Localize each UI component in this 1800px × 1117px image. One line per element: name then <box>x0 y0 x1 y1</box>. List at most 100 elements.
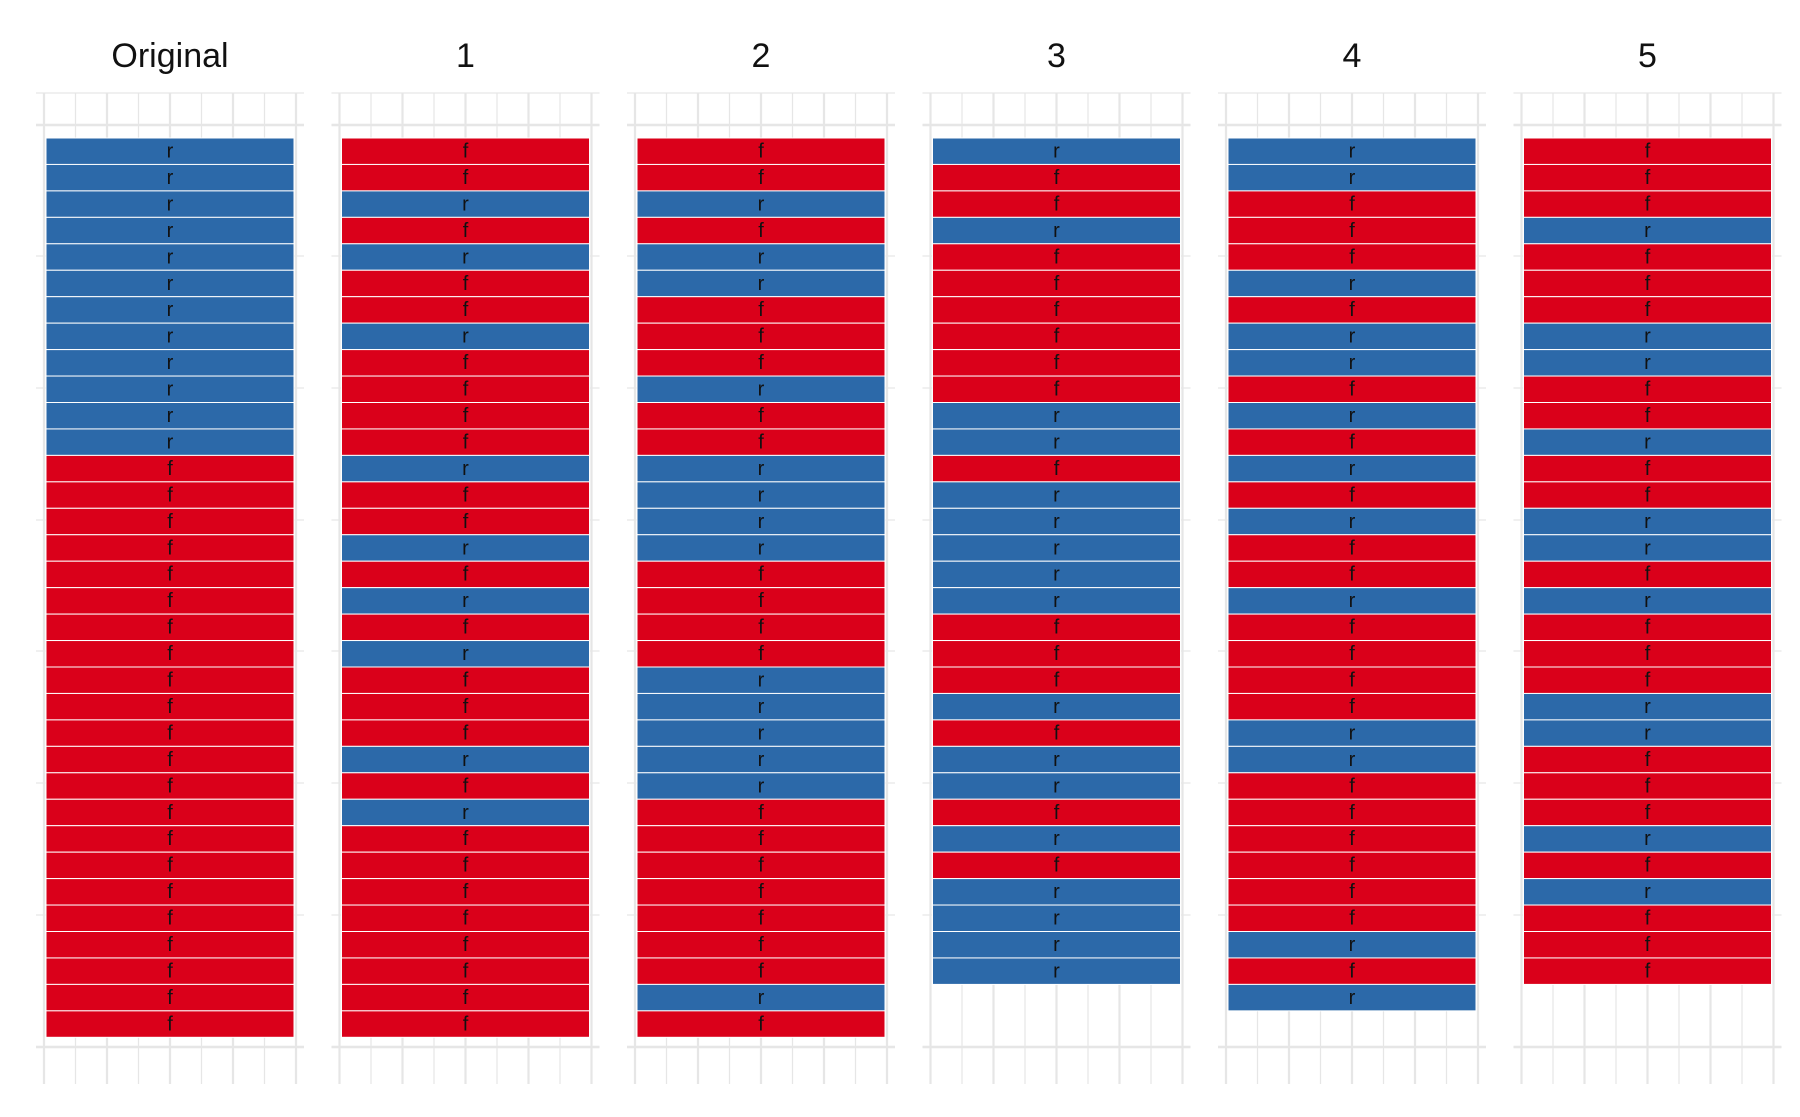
cell-label: f <box>1645 299 1651 321</box>
cell-f <box>932 375 1181 403</box>
cell-f <box>341 666 590 694</box>
cell-f <box>636 904 886 932</box>
cell-label: r <box>758 775 765 797</box>
cell-label: f <box>758 564 764 586</box>
cell-label: f <box>167 855 173 877</box>
cell-r <box>636 772 886 800</box>
cell-label: f <box>758 405 764 427</box>
cell-f <box>341 719 590 747</box>
cell-label: r <box>462 643 469 665</box>
cell-f <box>1227 216 1477 245</box>
cell-r <box>1227 983 1477 1012</box>
cell-label: f <box>758 960 764 982</box>
cell-label: f <box>1349 299 1355 321</box>
cell-label: r <box>758 246 765 268</box>
cell-label: f <box>1054 273 1060 295</box>
cell-label: f <box>1349 960 1355 982</box>
cell-r <box>636 534 886 562</box>
cell-f <box>45 534 295 562</box>
cell-r <box>1227 931 1477 959</box>
cell-r <box>45 216 295 245</box>
cell-label: r <box>167 220 174 242</box>
cell-label: r <box>758 696 765 718</box>
cell-label: r <box>1053 828 1060 850</box>
cell-label: f <box>1645 775 1651 797</box>
cell-r <box>636 666 886 694</box>
cell-label: f <box>463 167 469 189</box>
cell-f <box>636 322 886 351</box>
cell-f <box>45 454 295 483</box>
cell-label: f <box>758 934 764 956</box>
cell-f <box>45 613 295 642</box>
cell-f <box>1523 454 1772 483</box>
cell-label: f <box>1349 220 1355 242</box>
cell-label: r <box>1053 141 1060 163</box>
cell-label: f <box>463 617 469 639</box>
cell-r <box>341 190 590 218</box>
cell-f <box>45 587 295 615</box>
cell-label: f <box>167 775 173 797</box>
cell-f <box>341 163 590 192</box>
cell-f <box>45 692 295 721</box>
cell-label: f <box>758 299 764 321</box>
cell-r <box>341 745 590 774</box>
cell-label: f <box>758 1013 764 1035</box>
cell-label: f <box>1349 431 1355 453</box>
cell-f <box>45 825 295 853</box>
cell-f <box>1523 190 1772 218</box>
cell-label: f <box>1645 934 1651 956</box>
cell-r <box>45 269 295 298</box>
cell-label: r <box>167 273 174 295</box>
cell-r <box>45 163 295 192</box>
cell-label: f <box>1349 828 1355 850</box>
cell-label: f <box>1645 802 1651 824</box>
cell-label: r <box>167 193 174 215</box>
cell-f <box>1227 772 1477 800</box>
cell-f <box>1227 640 1477 668</box>
cell-label: f <box>167 617 173 639</box>
cell-r <box>341 534 590 562</box>
cell-label: f <box>463 908 469 930</box>
cell-f <box>45 1010 295 1038</box>
cell-label: r <box>1644 722 1651 744</box>
cell-label: f <box>463 828 469 850</box>
cell-label: f <box>463 379 469 401</box>
cell-label: r <box>462 590 469 612</box>
cell-f <box>636 349 886 377</box>
cell-label: r <box>758 722 765 744</box>
cell-r <box>932 560 1181 589</box>
cell-label: r <box>1053 934 1060 956</box>
cell-label: r <box>1349 934 1356 956</box>
cell-label: f <box>758 908 764 930</box>
cell-label: r <box>1053 537 1060 559</box>
panel-0: Originalrrrrrrrrrrrrffffffffffffffffffff… <box>36 37 304 1084</box>
cell-label: r <box>1349 987 1356 1009</box>
cell-label: f <box>758 590 764 612</box>
cell-label: f <box>1349 484 1355 506</box>
cell-r <box>1227 137 1477 165</box>
cell-label: f <box>1054 246 1060 268</box>
cell-label: f <box>167 458 173 480</box>
cell-label: f <box>1054 379 1060 401</box>
cell-f <box>1227 481 1477 509</box>
cell-label: r <box>758 273 765 295</box>
cell-label: r <box>758 537 765 559</box>
cell-f <box>45 798 295 827</box>
cell-label: r <box>758 484 765 506</box>
cell-label: f <box>758 643 764 665</box>
cell-label: r <box>758 458 765 480</box>
cell-label: f <box>167 537 173 559</box>
cell-f <box>45 931 295 959</box>
cell-r <box>45 349 295 377</box>
cell-label: f <box>463 696 469 718</box>
cell-r <box>636 719 886 747</box>
cell-label: f <box>1054 643 1060 665</box>
cell-label: f <box>167 1013 173 1035</box>
cell-f <box>341 402 590 430</box>
cell-r <box>636 983 886 1012</box>
cell-f <box>1523 957 1772 985</box>
cell-r <box>45 375 295 403</box>
cell-f <box>636 216 886 245</box>
